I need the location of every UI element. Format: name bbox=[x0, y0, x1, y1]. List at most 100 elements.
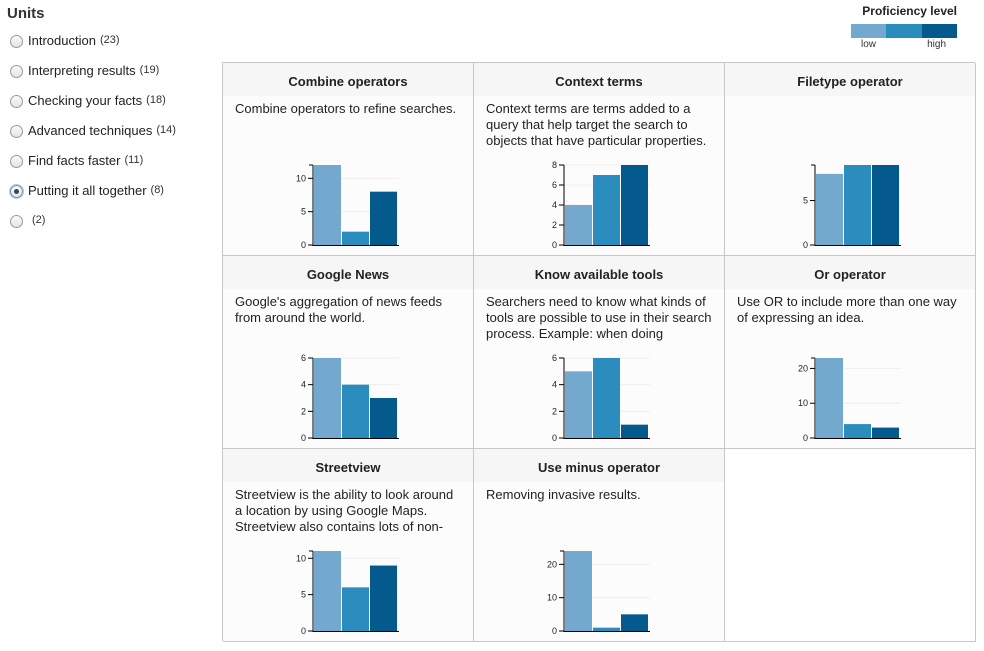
skill-title: Streetview bbox=[223, 449, 473, 482]
proficiency-bar-chart: 0 2 4 6 bbox=[552, 353, 650, 443]
skill-card[interactable]: Know available tools Searchers need to kn… bbox=[474, 256, 725, 449]
skill-card[interactable]: Or operator Use OR to include more than o… bbox=[725, 256, 976, 449]
y-tick-label: 10 bbox=[798, 398, 808, 408]
y-tick-label: 0 bbox=[552, 433, 557, 443]
skill-description: Context terms are terms added to a query… bbox=[486, 101, 707, 148]
y-tick-label: 10 bbox=[296, 553, 306, 563]
legend-title: Proficiency level bbox=[862, 4, 957, 18]
y-tick-label: 2 bbox=[301, 406, 306, 416]
units-list: Introduction (23) Interpreting results (19)… bbox=[10, 33, 176, 243]
bar-medium bbox=[593, 175, 620, 245]
unit-label: Putting it all together bbox=[28, 183, 147, 198]
legend-labels: low high bbox=[851, 39, 957, 50]
unit-radio[interactable] bbox=[10, 215, 23, 228]
unit-count: (23) bbox=[99, 34, 120, 46]
legend-swatch-medium bbox=[886, 24, 922, 38]
proficiency-legend: Proficiency level low high bbox=[851, 4, 957, 50]
skill-description: Combine operators to refine searches. bbox=[235, 101, 457, 116]
bar-high bbox=[370, 191, 397, 245]
proficiency-bar-chart: 05 bbox=[803, 164, 901, 250]
bar-medium bbox=[342, 587, 369, 631]
unit-label: Checking your facts bbox=[28, 93, 143, 108]
unit-radio[interactable] bbox=[10, 35, 23, 48]
bar-low bbox=[565, 205, 592, 245]
unit-option[interactable]: Putting it all together (8) bbox=[10, 183, 176, 213]
skill-description: Streetview is the ability to look around… bbox=[235, 487, 454, 534]
bar-high bbox=[872, 165, 899, 245]
y-tick-label: 5 bbox=[301, 207, 306, 217]
proficiency-bar-chart: 0 5 10 bbox=[296, 550, 399, 636]
y-tick-label: 2 bbox=[552, 220, 557, 230]
y-tick-label: 0 bbox=[301, 626, 306, 636]
legend-high-label: high bbox=[927, 39, 946, 50]
y-tick-label: 0 bbox=[803, 240, 808, 250]
proficiency-bar-chart: 0 10 20 bbox=[547, 550, 650, 636]
bar-low bbox=[565, 551, 592, 631]
y-tick-label: 20 bbox=[547, 559, 557, 569]
bar-medium bbox=[844, 165, 871, 245]
y-tick-label: 4 bbox=[552, 200, 557, 210]
unit-count: (11) bbox=[124, 154, 144, 166]
bar-low bbox=[314, 358, 341, 438]
unit-option[interactable]: (2) bbox=[10, 213, 176, 243]
bar-medium bbox=[342, 384, 369, 438]
skill-title: Know available tools bbox=[474, 256, 724, 289]
bar-high bbox=[370, 565, 397, 631]
legend-swatch-high bbox=[921, 24, 957, 38]
unit-option[interactable]: Introduction (23) bbox=[10, 33, 176, 63]
skill-title: Or operator bbox=[725, 256, 975, 289]
y-tick-label: 4 bbox=[301, 380, 306, 390]
skill-card[interactable]: Use minus operator Removing invasive resu… bbox=[474, 449, 725, 642]
y-tick-label: 0 bbox=[301, 433, 306, 443]
skill-card[interactable]: Filetype operator 0 5 bbox=[725, 63, 976, 256]
unit-label: Find facts faster bbox=[28, 153, 121, 168]
skill-description: Removing invasive results. bbox=[486, 487, 641, 502]
bar-low bbox=[816, 358, 843, 438]
skill-card[interactable]: Context terms Context terms are terms add… bbox=[474, 63, 725, 256]
proficiency-bar-chart: 0 5 10 bbox=[296, 164, 399, 250]
unit-option[interactable]: Find facts faster (11) bbox=[10, 153, 176, 183]
units-title: Units bbox=[7, 5, 45, 22]
y-tick-label: 10 bbox=[547, 593, 557, 603]
skill-description: Searchers need to know what kinds of too… bbox=[486, 294, 712, 341]
proficiency-bar-chart: 0 2 4 6 bbox=[301, 353, 399, 443]
y-tick-label: 0 bbox=[552, 240, 557, 250]
legend-color-bar bbox=[851, 24, 957, 38]
unit-radio[interactable] bbox=[10, 65, 23, 78]
y-tick-label: 4 bbox=[552, 380, 557, 390]
bar-medium bbox=[593, 358, 620, 438]
unit-option[interactable]: Checking your facts (18) bbox=[10, 93, 176, 123]
y-tick-label: 10 bbox=[296, 173, 306, 183]
y-tick-label: 0 bbox=[301, 240, 306, 250]
y-tick-label: 5 bbox=[803, 196, 808, 206]
proficiency-bar-chart: 0 2 4 6 8 bbox=[552, 160, 650, 250]
skill-description: Google's aggregation of news feeds from … bbox=[235, 294, 443, 325]
skill-title: Combine operators bbox=[223, 63, 473, 96]
legend-low-label: low bbox=[861, 39, 877, 50]
y-tick-label: 6 bbox=[552, 180, 557, 190]
unit-option[interactable]: Advanced techniques (14) bbox=[10, 123, 176, 153]
bar-medium bbox=[844, 424, 871, 438]
skill-card[interactable]: Google News Google's aggregation of news … bbox=[223, 256, 474, 449]
bar-medium bbox=[593, 627, 620, 631]
unit-radio[interactable] bbox=[10, 95, 23, 108]
unit-radio[interactable] bbox=[10, 155, 23, 168]
unit-radio[interactable] bbox=[10, 185, 23, 198]
bar-low bbox=[565, 371, 592, 438]
skill-title: Google News bbox=[223, 256, 473, 289]
y-tick-label: 20 bbox=[798, 363, 808, 373]
y-tick-label: 8 bbox=[552, 160, 557, 170]
y-tick-label: 0 bbox=[552, 626, 557, 636]
skill-title: Use minus operator bbox=[474, 449, 724, 482]
unit-count: (8) bbox=[150, 184, 164, 196]
skill-card[interactable]: Streetview Streetview is the ability to l… bbox=[223, 449, 474, 642]
skill-card[interactable]: Combine operators Combine operators to re… bbox=[223, 63, 474, 256]
unit-label: Introduction bbox=[28, 33, 96, 48]
bar-high bbox=[621, 614, 648, 631]
unit-option[interactable]: Interpreting results (19) bbox=[10, 63, 176, 93]
unit-radio[interactable] bbox=[10, 125, 23, 138]
y-tick-label: 5 bbox=[301, 590, 306, 600]
bar-high bbox=[621, 165, 648, 245]
bar-low bbox=[816, 173, 843, 245]
proficiency-bar-chart: 0 10 20 bbox=[798, 357, 901, 443]
